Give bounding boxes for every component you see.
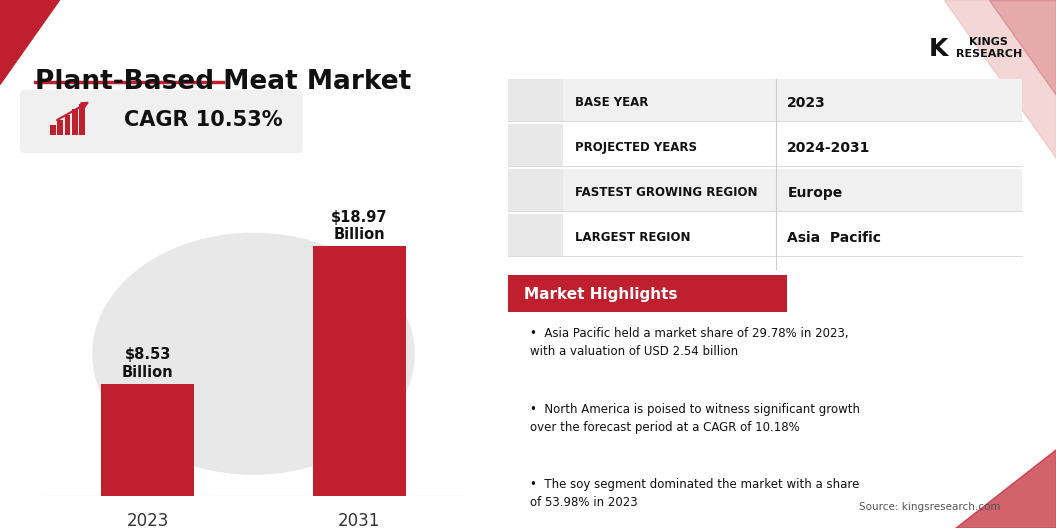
- Polygon shape: [0, 0, 59, 84]
- FancyBboxPatch shape: [50, 125, 56, 135]
- FancyBboxPatch shape: [508, 214, 564, 256]
- Text: PROJECTED YEARS: PROJECTED YEARS: [574, 142, 697, 154]
- FancyBboxPatch shape: [508, 79, 564, 121]
- Text: Source: kingsresearch.com: Source: kingsresearch.com: [859, 502, 1000, 512]
- FancyBboxPatch shape: [508, 275, 788, 312]
- Text: •  The soy segment dominated the market with a share
of 53.98% in 2023: • The soy segment dominated the market w…: [530, 478, 860, 509]
- Text: LARGEST REGION: LARGEST REGION: [574, 231, 691, 244]
- Text: $18.97
Billion: $18.97 Billion: [331, 210, 388, 242]
- FancyBboxPatch shape: [64, 115, 71, 135]
- FancyBboxPatch shape: [57, 120, 63, 135]
- Text: 2023: 2023: [788, 96, 826, 110]
- Text: 2031: 2031: [338, 512, 380, 528]
- FancyBboxPatch shape: [508, 79, 1022, 121]
- Text: •  Asia Pacific held a market share of 29.78% in 2023,
with a valuation of USD 2: • Asia Pacific held a market share of 29…: [530, 327, 849, 359]
- Text: $8.53
Billion: $8.53 Billion: [122, 347, 173, 380]
- Text: Europe: Europe: [788, 186, 843, 200]
- Text: BASE YEAR: BASE YEAR: [574, 97, 648, 109]
- Bar: [313, 246, 406, 496]
- Text: FASTEST GROWING REGION: FASTEST GROWING REGION: [574, 186, 757, 199]
- Text: Market Highlights: Market Highlights: [524, 287, 678, 301]
- FancyBboxPatch shape: [72, 109, 78, 135]
- FancyBboxPatch shape: [508, 214, 1022, 256]
- Text: KINGS
RESEARCH: KINGS RESEARCH: [956, 37, 1022, 59]
- Polygon shape: [956, 449, 1056, 528]
- FancyBboxPatch shape: [508, 169, 1022, 211]
- Bar: [101, 384, 194, 496]
- Text: •  North America is poised to witness significant growth
over the forecast perio: • North America is poised to witness sig…: [530, 402, 860, 433]
- FancyBboxPatch shape: [508, 169, 564, 211]
- FancyBboxPatch shape: [79, 104, 86, 135]
- Text: 2023: 2023: [127, 512, 169, 528]
- FancyBboxPatch shape: [508, 124, 564, 166]
- Circle shape: [93, 233, 414, 474]
- Text: CAGR 10.53%: CAGR 10.53%: [125, 110, 283, 130]
- FancyBboxPatch shape: [508, 124, 1022, 166]
- Text: K: K: [929, 37, 948, 61]
- Text: 2024-2031: 2024-2031: [788, 141, 871, 155]
- Polygon shape: [944, 0, 1056, 158]
- FancyBboxPatch shape: [20, 90, 303, 153]
- Text: Asia  Pacific: Asia Pacific: [788, 231, 882, 244]
- Text: Plant-Based Meat Market: Plant-Based Meat Market: [35, 69, 411, 95]
- Polygon shape: [988, 0, 1056, 95]
